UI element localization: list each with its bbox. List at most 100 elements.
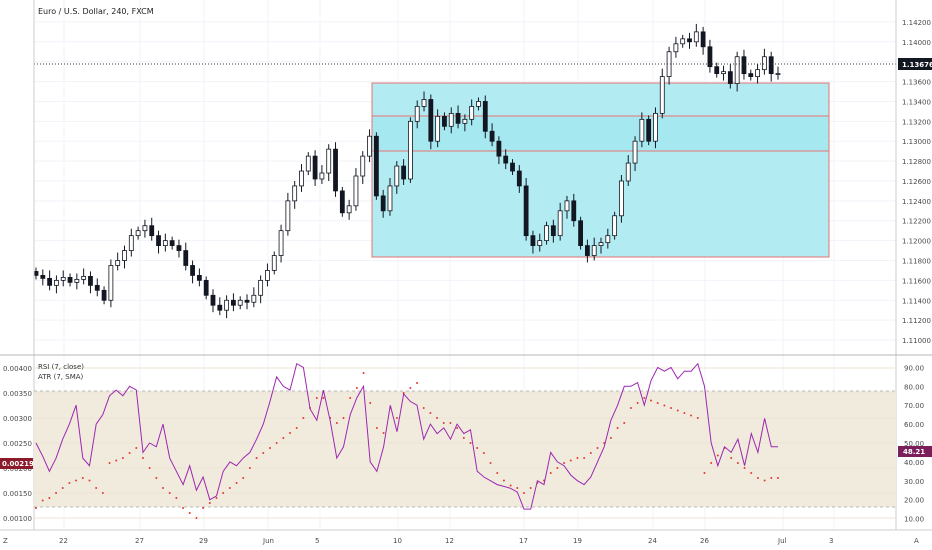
candle[interactable] bbox=[210, 289, 216, 313]
candle[interactable] bbox=[598, 237, 604, 254]
candle[interactable] bbox=[169, 236, 175, 250]
candle[interactable] bbox=[196, 268, 202, 287]
candle[interactable] bbox=[258, 275, 264, 304]
corner-left-label[interactable]: Z bbox=[3, 537, 8, 545]
zone-inner-band[interactable] bbox=[371, 115, 830, 152]
candle[interactable] bbox=[60, 270, 66, 287]
candle[interactable] bbox=[353, 168, 359, 211]
candle[interactable] bbox=[217, 297, 223, 316]
rsi-label[interactable]: RSI (7, close) bbox=[38, 363, 84, 371]
candle[interactable] bbox=[67, 273, 73, 287]
candle[interactable] bbox=[367, 129, 372, 163]
candle[interactable] bbox=[510, 159, 515, 176]
rsi-series[interactable] bbox=[35, 362, 778, 510]
candle[interactable] bbox=[721, 65, 726, 81]
candle[interactable] bbox=[714, 62, 720, 78]
candle[interactable] bbox=[115, 252, 121, 271]
candle[interactable] bbox=[625, 155, 631, 186]
candle[interactable] bbox=[482, 95, 488, 139]
candle[interactable] bbox=[237, 296, 243, 310]
price-zone[interactable] bbox=[371, 82, 830, 258]
candle[interactable] bbox=[619, 175, 624, 223]
candle[interactable] bbox=[755, 63, 760, 84]
candle[interactable] bbox=[435, 109, 441, 148]
candle[interactable] bbox=[761, 48, 767, 75]
candle[interactable] bbox=[401, 159, 406, 185]
candle[interactable] bbox=[680, 34, 686, 48]
candle[interactable] bbox=[537, 233, 543, 252]
candle[interactable] bbox=[54, 275, 59, 294]
candle[interactable] bbox=[584, 239, 590, 263]
candle[interactable] bbox=[612, 211, 618, 240]
candle[interactable] bbox=[74, 273, 80, 290]
candle[interactable] bbox=[373, 132, 379, 200]
candle[interactable] bbox=[190, 260, 195, 284]
candle[interactable] bbox=[632, 136, 638, 172]
atr-series[interactable] bbox=[35, 372, 779, 519]
candle[interactable] bbox=[156, 230, 161, 254]
candle[interactable] bbox=[231, 293, 236, 312]
candle[interactable] bbox=[741, 49, 747, 80]
candle[interactable] bbox=[530, 230, 536, 254]
candle[interactable] bbox=[673, 36, 679, 58]
candle[interactable] bbox=[455, 105, 461, 129]
time-axis[interactable]: 22 27 29 Jun 5 10 12 17 19 24 26 Jul 3 bbox=[59, 537, 833, 545]
candle[interactable] bbox=[360, 151, 366, 184]
candle[interactable] bbox=[414, 100, 420, 129]
candle[interactable] bbox=[557, 202, 563, 241]
candle[interactable] bbox=[496, 136, 502, 165]
candle[interactable] bbox=[768, 51, 774, 82]
candle[interactable] bbox=[339, 186, 345, 217]
candle[interactable] bbox=[428, 94, 434, 150]
candle[interactable] bbox=[394, 161, 400, 194]
candle[interactable] bbox=[653, 107, 658, 149]
candle[interactable] bbox=[476, 97, 481, 111]
candle[interactable] bbox=[727, 63, 733, 89]
candle[interactable] bbox=[421, 91, 427, 112]
candle[interactable] bbox=[639, 112, 645, 148]
candle[interactable] bbox=[162, 233, 168, 252]
candle[interactable] bbox=[305, 152, 311, 176]
candle[interactable] bbox=[748, 69, 754, 81]
candle[interactable] bbox=[88, 271, 93, 294]
candle[interactable] bbox=[442, 112, 447, 131]
candle[interactable] bbox=[469, 99, 475, 126]
candle[interactable] bbox=[81, 268, 87, 285]
candle[interactable] bbox=[333, 142, 338, 197]
candle[interactable] bbox=[251, 287, 257, 308]
symbol-title[interactable]: Euro / U.S. Dollar, 240, FXCM bbox=[38, 7, 154, 16]
candle[interactable] bbox=[101, 286, 107, 305]
candle[interactable] bbox=[203, 276, 209, 300]
candle[interactable] bbox=[299, 164, 304, 192]
candle[interactable] bbox=[47, 270, 53, 291]
candlestick-series[interactable] bbox=[33, 23, 781, 319]
candle[interactable] bbox=[591, 237, 597, 261]
candle[interactable] bbox=[271, 251, 277, 275]
candle[interactable] bbox=[244, 294, 250, 310]
candle[interactable] bbox=[700, 26, 706, 55]
candle[interactable] bbox=[578, 216, 583, 250]
candle[interactable] bbox=[605, 228, 611, 249]
candle[interactable] bbox=[544, 221, 549, 245]
candle[interactable] bbox=[40, 269, 46, 286]
candle[interactable] bbox=[462, 114, 468, 132]
candle[interactable] bbox=[523, 177, 529, 241]
candle[interactable] bbox=[380, 189, 386, 218]
candle[interactable] bbox=[448, 107, 454, 134]
candle[interactable] bbox=[516, 165, 522, 193]
candle[interactable] bbox=[94, 278, 100, 297]
candle[interactable] bbox=[176, 239, 182, 258]
candle[interactable] bbox=[489, 123, 495, 147]
candle[interactable] bbox=[122, 245, 127, 269]
rsi-axis[interactable]: 90.00 80.00 70.00 60.00 50.00 40.00 30.00 20.00… bbox=[904, 364, 924, 523]
candle[interactable] bbox=[550, 219, 556, 243]
candle[interactable] bbox=[693, 23, 699, 47]
candle[interactable] bbox=[326, 144, 332, 181]
candle[interactable] bbox=[408, 117, 413, 183]
candle[interactable] bbox=[707, 39, 713, 73]
candle[interactable] bbox=[312, 150, 318, 186]
rsi-line[interactable] bbox=[35, 362, 778, 510]
candle[interactable] bbox=[387, 177, 393, 216]
candle[interactable] bbox=[135, 226, 141, 240]
